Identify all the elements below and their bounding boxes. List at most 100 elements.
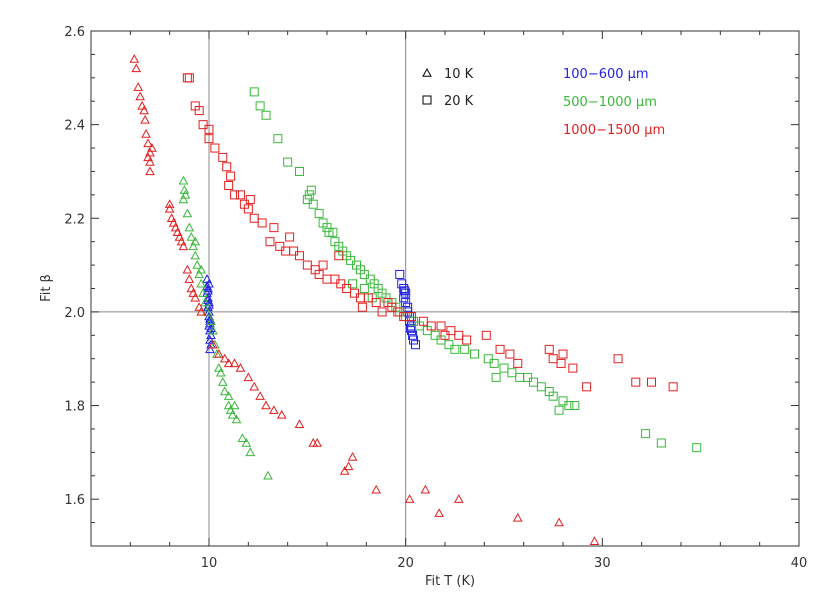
square-marker — [401, 298, 411, 308]
triangle-marker — [229, 400, 240, 410]
square-marker — [409, 335, 419, 345]
triangle-marker — [235, 363, 246, 372]
square-marker — [281, 246, 291, 256]
triangle-marker — [208, 325, 218, 335]
square-marker — [403, 302, 413, 312]
square-marker — [275, 241, 285, 251]
square-marker — [230, 190, 240, 200]
square-marker — [273, 134, 283, 144]
triangle-marker — [263, 470, 273, 480]
square-marker — [692, 443, 702, 453]
square-marker — [436, 321, 446, 331]
square-marker — [204, 134, 214, 144]
data-points — [129, 54, 702, 546]
square-marker — [631, 377, 641, 387]
triangle-marker — [213, 349, 224, 358]
square-marker — [399, 284, 409, 293]
square-marker — [536, 382, 546, 392]
square-marker — [318, 260, 328, 270]
square-marker — [182, 73, 192, 83]
square-marker — [322, 274, 332, 284]
square-marker — [483, 354, 493, 364]
x-tick-label: 20 — [397, 556, 414, 571]
triangle-marker — [276, 409, 287, 419]
square-marker — [444, 340, 454, 350]
triangle-marker — [245, 447, 256, 457]
square-marker — [554, 405, 564, 415]
triangle-marker — [145, 166, 155, 176]
square-marker — [462, 335, 472, 345]
triangle-marker — [178, 194, 189, 204]
triangle-marker — [190, 250, 201, 260]
triangle-marker — [589, 536, 600, 546]
y-tick-label: 1.8 — [64, 400, 85, 415]
triangle-marker — [512, 512, 523, 522]
triangle-marker — [145, 157, 155, 166]
triangle-marker — [347, 452, 358, 461]
triangle-marker — [196, 306, 206, 316]
triangle-marker — [420, 484, 431, 494]
square-marker — [235, 190, 245, 200]
square-marker — [407, 312, 417, 322]
y-axis-label: Fit β — [39, 274, 54, 302]
triangle-marker — [200, 297, 210, 307]
square-marker — [184, 73, 194, 83]
legend-band-label: 1000−1500 μm — [563, 123, 665, 138]
square-marker — [261, 110, 271, 120]
triangle-marker — [453, 494, 464, 503]
triangle-marker — [194, 269, 205, 279]
square-marker — [336, 279, 346, 289]
triangle-marker — [229, 358, 240, 368]
square-marker — [544, 344, 554, 354]
square-marker — [330, 274, 340, 284]
square-marker — [255, 101, 265, 111]
triangle-marker — [269, 405, 279, 414]
square-marker — [218, 152, 228, 162]
x-tick-label: 10 — [201, 556, 218, 571]
triangle-marker — [294, 419, 305, 428]
triangle-marker — [554, 517, 564, 527]
triangle-marker — [166, 213, 177, 222]
square-marker — [570, 401, 580, 411]
y-tick-label: 2.6 — [64, 25, 85, 40]
triangle-marker — [143, 138, 153, 148]
square-marker — [371, 298, 381, 308]
square-marker — [564, 401, 574, 411]
square-marker — [355, 293, 365, 303]
square-marker — [430, 330, 440, 340]
square-marker — [460, 344, 470, 354]
triangle-marker — [141, 128, 151, 138]
legend-band-label: 100−600 μm — [563, 67, 649, 82]
triangle-marker — [343, 461, 354, 471]
square-marker — [210, 143, 220, 153]
square-marker — [582, 382, 592, 392]
triangle-marker — [219, 353, 230, 363]
square-marker — [568, 363, 578, 373]
triangle-marker — [215, 367, 226, 377]
square-marker — [359, 284, 369, 293]
square-marker — [656, 438, 666, 448]
triangle-marker — [140, 114, 150, 124]
square-marker — [491, 372, 501, 382]
y-tick-label: 1.6 — [64, 493, 85, 508]
triangle-marker — [243, 372, 254, 382]
square-marker — [499, 363, 509, 373]
triangle-marker — [223, 358, 234, 368]
triangle-marker — [202, 306, 212, 316]
square-marker — [406, 323, 416, 333]
square-marker — [489, 358, 499, 368]
square-marker — [324, 227, 334, 237]
triangle-marker — [178, 175, 189, 185]
square-marker — [641, 429, 651, 439]
square-marker — [668, 382, 678, 392]
triangle-marker — [182, 208, 193, 218]
legend-marker-label: 10 K — [444, 67, 474, 82]
triangle-marker — [135, 91, 146, 101]
square-marker — [395, 269, 405, 279]
square-marker — [245, 195, 255, 205]
triangle-marker — [231, 414, 242, 424]
square-marker — [346, 255, 356, 265]
square-marker — [224, 181, 234, 190]
triangle-marker — [147, 143, 157, 152]
